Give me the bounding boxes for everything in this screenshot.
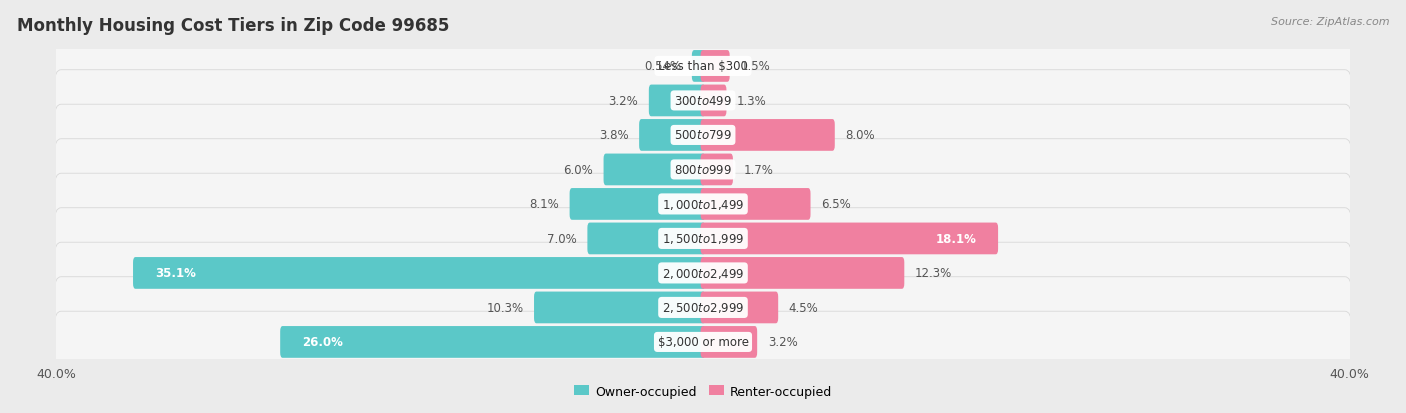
Text: $800 to $999: $800 to $999 bbox=[673, 164, 733, 176]
FancyBboxPatch shape bbox=[648, 85, 706, 117]
FancyBboxPatch shape bbox=[700, 120, 835, 152]
FancyBboxPatch shape bbox=[55, 311, 1351, 373]
FancyBboxPatch shape bbox=[569, 189, 706, 220]
Text: 1.3%: 1.3% bbox=[737, 95, 766, 108]
FancyBboxPatch shape bbox=[55, 105, 1351, 166]
Text: 6.5%: 6.5% bbox=[821, 198, 851, 211]
Text: 8.1%: 8.1% bbox=[529, 198, 560, 211]
Text: $300 to $499: $300 to $499 bbox=[673, 95, 733, 108]
FancyBboxPatch shape bbox=[134, 257, 706, 289]
FancyBboxPatch shape bbox=[700, 257, 904, 289]
FancyBboxPatch shape bbox=[700, 154, 733, 186]
Text: 0.54%: 0.54% bbox=[644, 60, 682, 73]
Text: $500 to $799: $500 to $799 bbox=[673, 129, 733, 142]
FancyBboxPatch shape bbox=[55, 277, 1351, 338]
Text: Monthly Housing Cost Tiers in Zip Code 99685: Monthly Housing Cost Tiers in Zip Code 9… bbox=[17, 17, 450, 34]
FancyBboxPatch shape bbox=[692, 51, 706, 83]
Text: 3.2%: 3.2% bbox=[609, 95, 638, 108]
Legend: Owner-occupied, Renter-occupied: Owner-occupied, Renter-occupied bbox=[568, 380, 838, 403]
FancyBboxPatch shape bbox=[700, 326, 758, 358]
Text: 7.0%: 7.0% bbox=[547, 233, 576, 245]
Text: 10.3%: 10.3% bbox=[486, 301, 523, 314]
Text: $1,500 to $1,999: $1,500 to $1,999 bbox=[662, 232, 744, 246]
Text: 3.8%: 3.8% bbox=[599, 129, 628, 142]
Text: Source: ZipAtlas.com: Source: ZipAtlas.com bbox=[1271, 17, 1389, 26]
Text: 4.5%: 4.5% bbox=[789, 301, 818, 314]
Text: Less than $300: Less than $300 bbox=[658, 60, 748, 73]
Text: 1.7%: 1.7% bbox=[744, 164, 773, 176]
Text: 18.1%: 18.1% bbox=[935, 233, 976, 245]
Text: $3,000 or more: $3,000 or more bbox=[658, 336, 748, 349]
Text: 8.0%: 8.0% bbox=[845, 129, 875, 142]
Text: 1.5%: 1.5% bbox=[740, 60, 770, 73]
Text: 6.0%: 6.0% bbox=[564, 164, 593, 176]
Text: 12.3%: 12.3% bbox=[915, 267, 952, 280]
Text: $2,000 to $2,499: $2,000 to $2,499 bbox=[662, 266, 744, 280]
FancyBboxPatch shape bbox=[55, 243, 1351, 304]
FancyBboxPatch shape bbox=[603, 154, 706, 186]
FancyBboxPatch shape bbox=[55, 174, 1351, 235]
Text: $1,000 to $1,499: $1,000 to $1,499 bbox=[662, 197, 744, 211]
FancyBboxPatch shape bbox=[55, 36, 1351, 97]
Text: 3.2%: 3.2% bbox=[768, 336, 797, 349]
FancyBboxPatch shape bbox=[700, 223, 998, 255]
FancyBboxPatch shape bbox=[700, 51, 730, 83]
FancyBboxPatch shape bbox=[55, 208, 1351, 270]
FancyBboxPatch shape bbox=[55, 140, 1351, 201]
FancyBboxPatch shape bbox=[640, 120, 706, 152]
Text: 26.0%: 26.0% bbox=[302, 336, 343, 349]
FancyBboxPatch shape bbox=[534, 292, 706, 323]
FancyBboxPatch shape bbox=[588, 223, 706, 255]
FancyBboxPatch shape bbox=[700, 292, 778, 323]
FancyBboxPatch shape bbox=[55, 71, 1351, 132]
Text: 35.1%: 35.1% bbox=[155, 267, 195, 280]
FancyBboxPatch shape bbox=[700, 189, 810, 220]
FancyBboxPatch shape bbox=[700, 85, 727, 117]
Text: $2,500 to $2,999: $2,500 to $2,999 bbox=[662, 301, 744, 315]
FancyBboxPatch shape bbox=[280, 326, 706, 358]
